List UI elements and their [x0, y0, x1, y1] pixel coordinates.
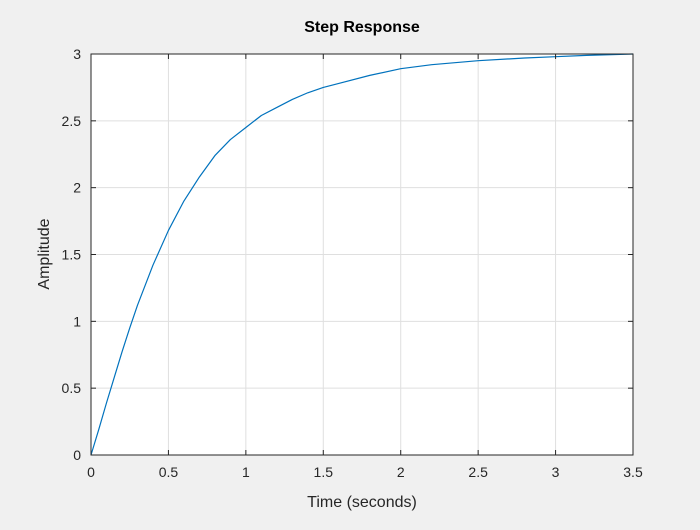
y-tick-label: 1.5: [62, 247, 82, 263]
tick-marks: [90, 53, 634, 456]
series-layer: [90, 53, 634, 456]
x-tick-label: 0.5: [159, 464, 179, 480]
tick-labels: 0 0.5 1 1.5 2 2.5 3 3.5 0 0.5 1 1.5 2 2.5 3: [62, 46, 643, 480]
x-tick-label: 2.5: [468, 464, 488, 480]
x-tick-label: 1.5: [314, 464, 334, 480]
y-tick-label: 2.5: [62, 113, 82, 129]
x-tick-label: 2: [397, 464, 405, 480]
x-axis-label: Time (seconds): [307, 494, 417, 511]
y-tick-label: 3: [73, 46, 81, 62]
x-tick-label: 3: [552, 464, 560, 480]
x-tick-label: 0: [87, 464, 95, 480]
y-tick-label: 1: [73, 313, 81, 329]
chart-title: Step Response: [304, 19, 420, 36]
y-axis-label: Amplitude: [36, 218, 53, 289]
step-response-line: [90, 53, 634, 456]
x-tick-label: 1: [242, 464, 250, 480]
y-tick-label: 2: [73, 180, 81, 196]
y-tick-label: 0.5: [62, 380, 82, 396]
x-tick-label: 3.5: [623, 464, 643, 480]
y-tick-label: 0: [73, 447, 81, 463]
